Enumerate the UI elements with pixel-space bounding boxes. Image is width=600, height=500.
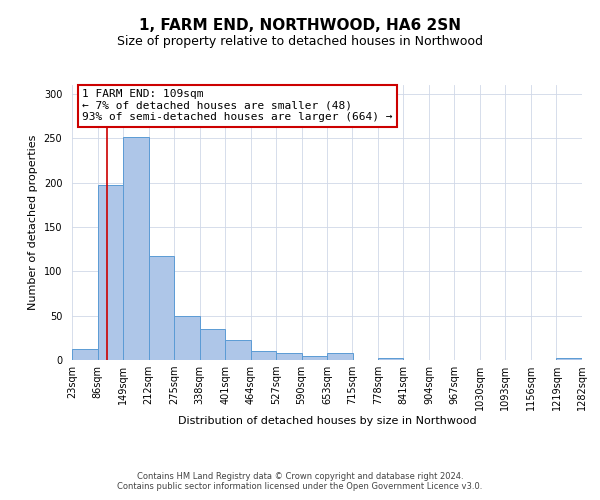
Bar [327,353,353,360]
X-axis label: Distribution of detached houses by size in Northwood: Distribution of detached houses by size … [178,416,476,426]
Bar [556,358,582,360]
Y-axis label: Number of detached properties: Number of detached properties [28,135,38,310]
Bar [276,353,302,360]
Bar [72,350,98,360]
Bar [378,358,403,360]
Text: Size of property relative to detached houses in Northwood: Size of property relative to detached ho… [117,35,483,48]
Text: 1, FARM END, NORTHWOOD, HA6 2SN: 1, FARM END, NORTHWOOD, HA6 2SN [139,18,461,32]
Text: Contains public sector information licensed under the Open Government Licence v3: Contains public sector information licen… [118,482,482,491]
Bar [200,329,225,360]
Bar [225,340,251,360]
Text: Contains HM Land Registry data © Crown copyright and database right 2024.: Contains HM Land Registry data © Crown c… [137,472,463,481]
Bar [174,316,200,360]
Bar [123,138,149,360]
Bar [98,185,123,360]
Bar [149,256,174,360]
Bar [251,351,276,360]
Text: 1 FARM END: 109sqm
← 7% of detached houses are smaller (48)
93% of semi-detached: 1 FARM END: 109sqm ← 7% of detached hous… [82,89,392,122]
Bar [302,356,327,360]
